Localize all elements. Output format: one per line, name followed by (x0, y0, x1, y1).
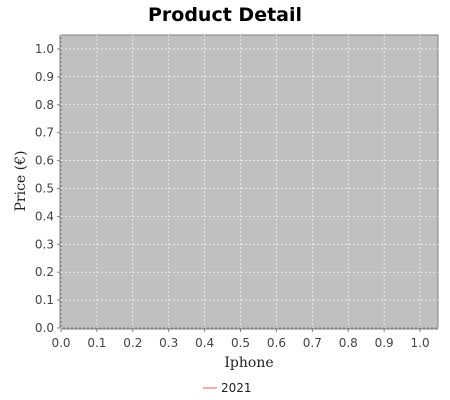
legend: 2021 (203, 381, 252, 395)
x-tick-label: 0.6 (267, 336, 286, 350)
grid-lines (60, 35, 438, 329)
x-tick-label: 0.5 (231, 336, 250, 350)
y-tick-label: 0.2 (35, 265, 54, 279)
x-axis-label: Iphone (224, 355, 273, 371)
x-tick-label: 0.7 (303, 336, 322, 350)
x-tick-label: 0.3 (159, 336, 178, 350)
chart-title: Product Detail (148, 4, 302, 26)
x-tick-label: 0.2 (123, 336, 142, 350)
y-axis-ticks: 0.0 0.1 0.2 0.3 0.4 0.5 0.6 0.7 0.8 0.9 1.0 (35, 42, 60, 335)
y-tick-label: 0.1 (35, 293, 54, 307)
x-tick-label: 0.1 (87, 336, 106, 350)
x-axis-ticks: 0.0 0.1 0.2 0.3 0.4 0.5 0.6 0.7 0.8 0.9 1.0 (51, 329, 430, 350)
legend-label: 2021 (221, 381, 252, 395)
y-tick-label: 0.7 (35, 126, 54, 140)
x-tick-label: 0.9 (375, 336, 394, 350)
y-tick-label: 0.9 (35, 70, 54, 84)
y-tick-label: 0.8 (35, 98, 54, 112)
y-tick-label: 0.6 (35, 154, 54, 168)
x-tick-label: 1.0 (411, 336, 430, 350)
y-tick-label: 0.3 (35, 237, 54, 251)
x-tick-label: 0.8 (339, 336, 358, 350)
x-tick-label: 0.4 (195, 336, 214, 350)
y-axis-label: Price (€) (13, 151, 29, 212)
y-tick-label: 0.5 (35, 181, 54, 195)
y-tick-label: 0.0 (35, 321, 54, 335)
axes (59, 35, 438, 330)
y-tick-label: 0.4 (35, 209, 54, 223)
y-tick-label: 1.0 (35, 42, 54, 56)
x-tick-label: 0.0 (51, 336, 70, 350)
plot-area (60, 34, 439, 329)
